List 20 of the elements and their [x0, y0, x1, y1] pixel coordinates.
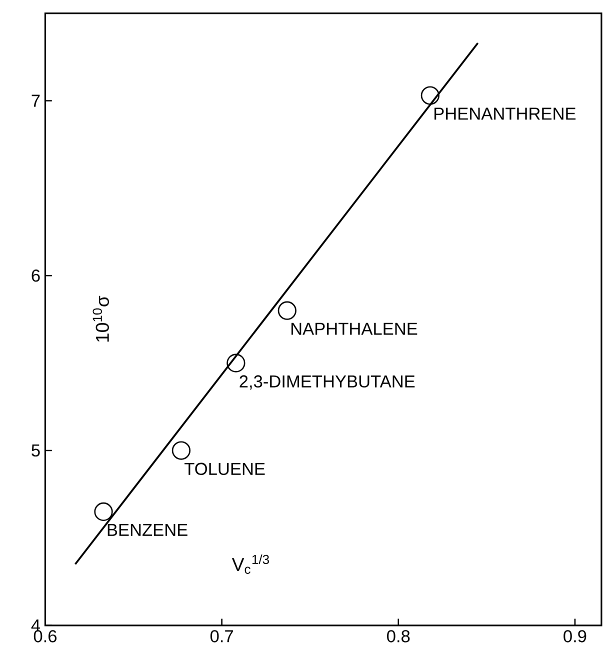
y-tick-label: 5: [32, 444, 40, 457]
x-axis-title: V$_{c}$1/3: [232, 554, 269, 574]
annotation: 2,3-DIMETHYBUTANE: [240, 375, 415, 390]
annotation: TOLUENE: [184, 462, 265, 476]
point: [226, 354, 246, 372]
y-tick-label: 4: [31, 619, 40, 632]
annotation: PHENANTHRENE: [434, 108, 576, 120]
x-tick-label: 0.7: [210, 630, 233, 642]
annotation: NAPHTHALENE: [291, 322, 418, 335]
point: [172, 441, 190, 460]
point: [94, 502, 113, 522]
y-tick-label: 7: [32, 94, 40, 107]
x-tick-label: 0.6: [34, 630, 56, 642]
x-tick-label: 0.9: [564, 630, 586, 642]
y-tick-label: 6: [32, 270, 40, 282]
point: [278, 301, 296, 320]
annotation: BENZENE: [108, 524, 188, 536]
x-tick-label: 0.8: [386, 630, 410, 642]
point: [420, 86, 440, 105]
y-axis-title: 10$^{10}$σ: [92, 296, 109, 342]
